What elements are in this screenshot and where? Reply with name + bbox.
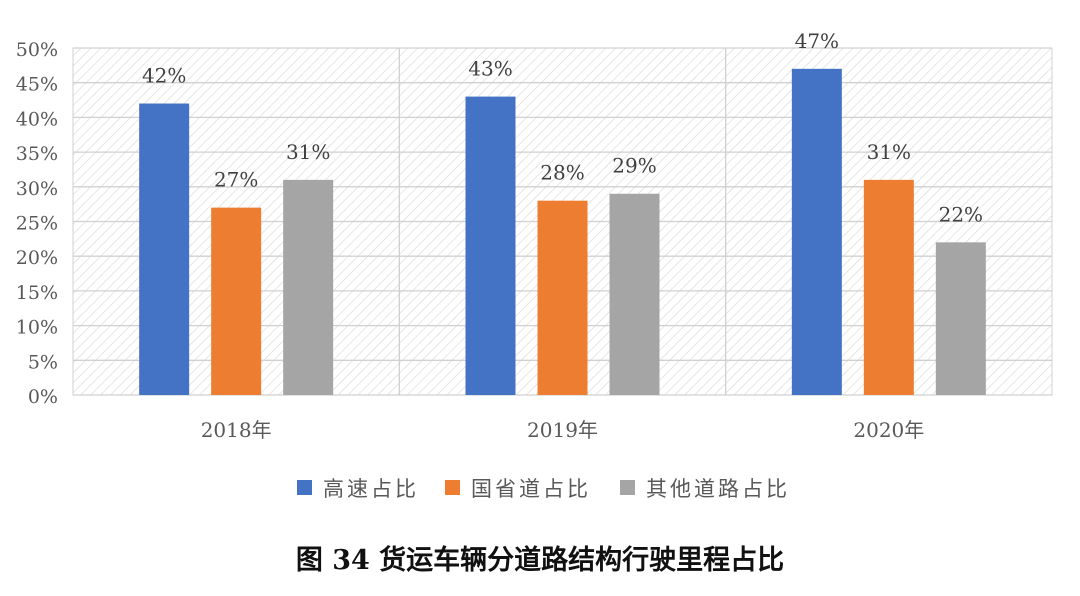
x-tick-label: 2018年 [201,418,272,442]
bar [935,242,986,395]
y-tick-label: 20% [16,247,58,269]
bar [863,179,914,395]
figure-caption: 图 34 货运车辆分道路结构行驶里程占比 [295,545,785,576]
legend-label: 高速占比 [323,477,419,501]
data-label: 28% [540,161,584,185]
data-label: 31% [286,140,330,164]
y-tick-label: 0% [28,386,58,408]
y-tick-label: 10% [16,317,58,339]
data-label: 43% [468,57,512,81]
x-tick-label: 2020年 [853,418,924,442]
legend-swatch [445,480,460,495]
data-label: 29% [612,154,656,178]
data-label: 47% [795,29,839,53]
y-tick-label: 5% [28,351,58,373]
y-tick-label: 50% [16,39,58,61]
bar [211,207,262,395]
bar [537,200,588,395]
y-tick-label: 40% [16,108,58,130]
legend-swatch [297,480,312,495]
legend-label: 其他道路占比 [646,477,790,501]
data-label: 31% [867,140,911,164]
bar [465,96,516,395]
y-tick-label: 15% [16,282,58,304]
legend-label: 国省道占比 [471,477,591,501]
y-tick-label: 45% [16,74,58,96]
data-label: 27% [214,168,258,192]
bar [139,103,190,396]
bar [609,193,660,395]
y-tick-label: 35% [16,143,58,165]
bar [791,68,842,395]
data-label: 22% [939,202,983,226]
legend-swatch [620,480,635,495]
bar [283,179,334,395]
y-tick-label: 25% [16,213,58,235]
y-tick-label: 30% [16,178,58,200]
data-label: 42% [142,64,186,88]
x-tick-label: 2019年 [527,418,598,442]
